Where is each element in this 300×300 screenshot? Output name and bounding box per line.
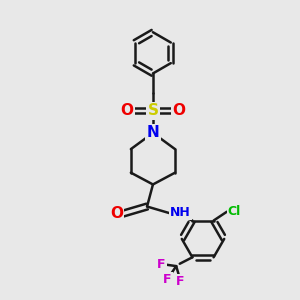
Text: F: F bbox=[176, 275, 185, 288]
Text: O: O bbox=[172, 103, 185, 118]
Text: F: F bbox=[163, 273, 172, 286]
Text: O: O bbox=[110, 206, 123, 221]
Text: NH: NH bbox=[170, 206, 191, 219]
Text: O: O bbox=[121, 103, 134, 118]
Text: S: S bbox=[147, 103, 158, 118]
Text: F: F bbox=[157, 258, 166, 271]
Text: Cl: Cl bbox=[228, 205, 241, 218]
Text: N: N bbox=[147, 125, 159, 140]
